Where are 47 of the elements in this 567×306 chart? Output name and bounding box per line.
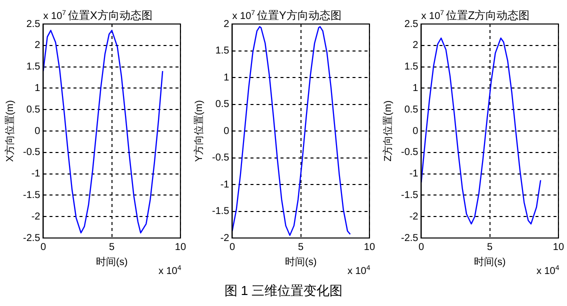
y-tick-label: 2 [34,40,41,52]
y-tick-label: 2.5 [404,18,419,30]
y-tick-label: -2.5 [22,232,41,244]
x-axis-title: 时间(s) [96,256,128,268]
y-tick-label: -2.5 [400,232,419,244]
y-tick-label: 1 [412,82,419,94]
y-tick-label: 1 [34,82,41,94]
x-axis-title: 时间(s) [474,256,506,268]
x-tick-label: 10 [364,242,376,253]
chart-title: 位置X方向动态图 [68,9,152,22]
y-axis-title: X方向位置(m) [4,100,16,162]
y-tick-label: 2 [412,40,419,52]
y-tick-label: -1.5 [212,206,230,217]
y-tick-label: 1.5 [26,62,41,73]
y-tick-label: -1.5 [400,190,419,201]
y-tick-label: -1 [220,179,230,190]
x-tick-label: 5 [109,242,116,253]
y-tick-label: 0.5 [26,104,41,116]
y-tick-label: -0.5 [212,152,230,164]
y-tick-label: -0.5 [400,147,419,158]
y-tick-label: 2 [224,18,230,30]
y-tick-label: 2.5 [26,18,41,30]
y-axis-title: Y方向位置(m) [192,100,205,162]
x-tick-label: 5 [298,242,304,253]
y-tick-label: 0 [224,126,230,137]
y-tick-label: 1 [224,72,230,84]
y-tick-label: -1.5 [22,190,41,201]
caption: 图 1 三维位置变化图 [223,282,344,300]
y-tick-label: 0 [34,126,41,137]
x-tick-label: 10 [552,242,564,253]
y-tick-label: -1 [409,168,419,180]
chart-title: 位置Y方向动态图 [257,9,342,22]
y-tick-label: 1.5 [404,62,419,73]
y-tick-label: 0.5 [215,99,230,110]
y-tick-label: 1.5 [215,46,230,56]
y-tick-label: -2 [31,211,41,222]
x-axis-title: 时间(s) [285,256,317,268]
x-tick-label: 10 [174,242,186,253]
y-tick-label: 0.5 [404,104,419,116]
y-axis-title: Z方向位置(m) [382,100,394,162]
y-tick-label: -2 [220,232,230,244]
chart-title: 位置Z方向动态图 [446,9,530,22]
y-tick-label: 0 [412,126,419,137]
y-tick-label: -2 [409,211,419,222]
y-tick-label: -1 [31,168,41,180]
x-tick-label: 5 [487,242,494,253]
y-tick-label: -0.5 [22,147,41,158]
